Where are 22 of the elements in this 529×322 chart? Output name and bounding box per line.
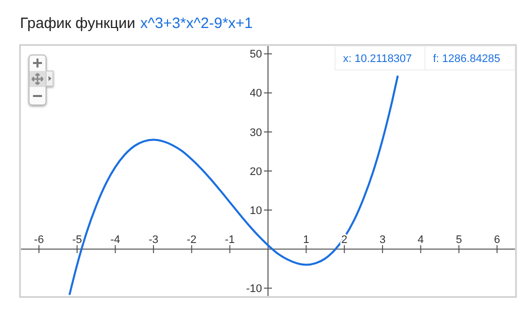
x-tick-label: 4 [418,234,424,246]
x-tick-label: -1 [224,234,235,246]
y-tick-label: 10 [250,204,262,217]
chart-subtitle: x^3+3*x^2-9*x+1 [140,15,253,32]
x-tick-label: -3 [148,234,158,246]
x-tick-label: 3 [379,234,386,246]
y-tick-label: 20 [250,166,262,178]
x-tick-label: -6 [34,234,44,246]
x-tick-label: 6 [494,234,500,246]
y-tick-label: 30 [250,126,262,139]
chart-title: График функции [20,15,136,32]
x-tick-label: -5 [72,234,82,246]
x-tick-label: 5 [456,234,462,246]
x-tick-label: 1 [303,234,310,246]
y-tick-label: 50 [250,48,262,61]
x-tick-label: -4 [110,234,120,246]
annotation: x: 10.2118307 [343,53,412,65]
annotation: f: 1286.84285 [433,53,500,65]
y-tick-label: 40 [250,88,262,100]
x-tick-label: -2 [186,234,197,246]
y-tick-label: -10 [246,283,262,296]
line-series [68,74,399,296]
